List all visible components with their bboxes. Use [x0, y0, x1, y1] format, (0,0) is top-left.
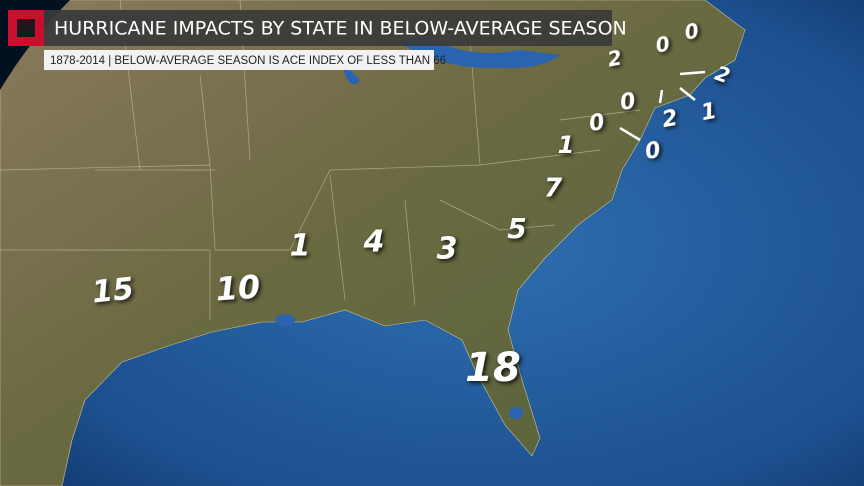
subtitle-bar	[44, 50, 434, 70]
state-count: 1	[699, 99, 718, 126]
state-count: 1	[290, 229, 311, 264]
state-count: 2	[606, 45, 624, 71]
state-count: 15	[90, 271, 135, 310]
state-count: 0	[618, 89, 637, 116]
leader-lines	[619, 70, 706, 142]
title: HURRICANE IMPACTS BY STATE IN BELOW-AVER…	[54, 18, 627, 40]
title-bar	[44, 10, 612, 46]
state-count: 0	[587, 110, 606, 137]
state-count: 0	[683, 18, 701, 44]
state-count: 2	[660, 106, 679, 133]
state-count: 5	[507, 212, 526, 245]
state-count: 1	[558, 131, 575, 159]
state-count: 0	[654, 31, 672, 57]
subtitle: 1878-2014 | BELOW-AVERAGE SEASON IS ACE …	[50, 55, 446, 67]
state-borders	[0, 0, 641, 320]
land	[0, 0, 746, 486]
state-count: 4	[363, 225, 385, 260]
state-count: 0	[643, 138, 662, 165]
state-count: 10	[214, 267, 261, 308]
state-count: 18	[465, 345, 521, 391]
state-count: 3	[437, 232, 458, 267]
logo-mark	[17, 19, 35, 37]
state-count: 7	[544, 174, 563, 204]
